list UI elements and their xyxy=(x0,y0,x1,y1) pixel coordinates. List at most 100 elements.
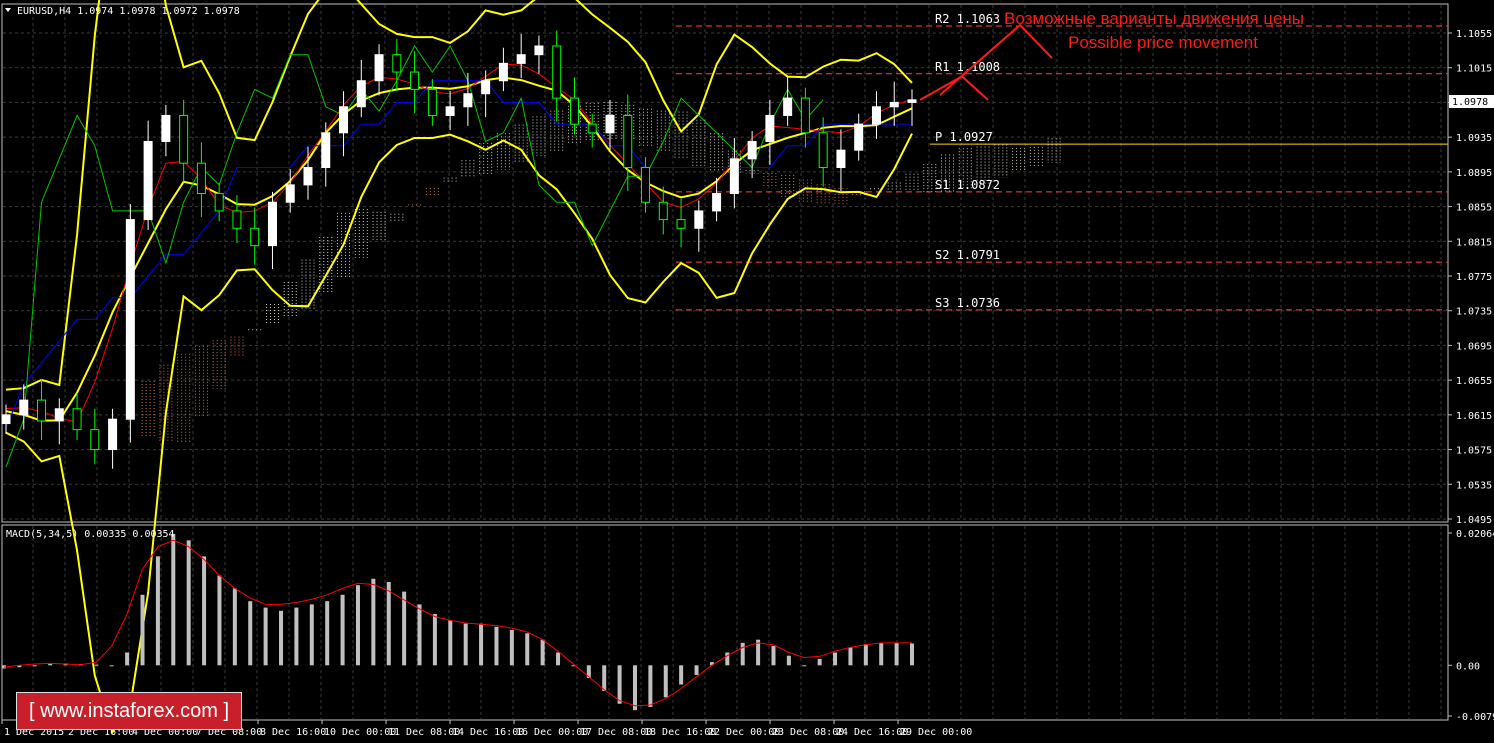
macd-bar xyxy=(217,575,222,666)
price-tick-label: 1.0655 xyxy=(1456,376,1492,387)
macd-bar xyxy=(540,639,545,666)
time-tick-label: 16 Dec 00:00 xyxy=(516,727,588,738)
candle-body xyxy=(427,88,437,116)
ichimoku-lines xyxy=(5,45,913,468)
candle-body xyxy=(250,227,260,247)
candle-body xyxy=(19,399,29,416)
macd-bar xyxy=(725,652,730,666)
macd-bar xyxy=(355,585,360,666)
pivot-label-r1: R1 1.1008 xyxy=(935,60,1000,74)
pivot-label-s2: S2 1.0791 xyxy=(935,248,1000,262)
candle-body xyxy=(214,193,224,212)
macd-bar xyxy=(509,630,514,666)
macd-bar xyxy=(833,652,838,666)
candle-body xyxy=(641,167,651,203)
ichimoku-chikou xyxy=(5,45,824,468)
price-tick-label: 1.1055 xyxy=(1456,29,1492,40)
macd-header: MACD(5,34,5) 0.00335 0.00354 xyxy=(6,529,175,540)
candle-body xyxy=(392,54,402,73)
candle-body xyxy=(747,140,757,160)
macd-bar xyxy=(417,604,422,666)
macd-bar xyxy=(817,658,822,666)
macd-bar xyxy=(910,643,914,666)
macd-bar xyxy=(571,665,576,667)
arrow-path-up xyxy=(939,23,1053,96)
price-tick-label: 1.0815 xyxy=(1456,237,1492,248)
price-tick-label: 1.0575 xyxy=(1456,446,1492,457)
instaforex-logo[interactable]: [ www.instaforex.com ] xyxy=(16,692,242,730)
macd-bar xyxy=(309,604,314,666)
macd-bar xyxy=(740,642,745,666)
macd-bar xyxy=(648,665,653,707)
bollinger-middle xyxy=(5,76,913,422)
ichimoku-tenkan xyxy=(5,63,913,423)
macd-bar xyxy=(848,647,853,666)
time-tick-label: 7 Dec 08:00 xyxy=(196,727,262,738)
macd-tick-label: -0.00791 xyxy=(1456,712,1494,723)
candle-body xyxy=(267,201,277,247)
candle-body xyxy=(818,132,828,169)
time-tick-label: 1 Dec 2015 xyxy=(4,727,64,738)
macd-bar xyxy=(279,610,284,666)
price-tick-label: 1.1015 xyxy=(1456,64,1492,75)
candle-body xyxy=(569,97,579,125)
price-tick-label: 1.0775 xyxy=(1456,272,1492,283)
bollinger-lower xyxy=(5,133,913,735)
macd-bar xyxy=(186,540,191,666)
price-tick-label: 1.0695 xyxy=(1456,341,1492,352)
candle-body xyxy=(72,408,82,431)
macd-bar xyxy=(694,665,699,675)
main-frame xyxy=(1,3,1449,523)
macd-bar xyxy=(263,607,268,666)
macd-bar xyxy=(448,620,453,666)
macd-tick-label: 0.00 xyxy=(1456,661,1480,672)
time-tick-label: 4 Dec 00:00 xyxy=(132,727,198,738)
candle-body xyxy=(889,101,899,108)
candle-body xyxy=(783,97,793,116)
time-tick-label: 22 Dec 00:00 xyxy=(708,727,780,738)
macd-bar xyxy=(171,533,176,666)
candle-body xyxy=(445,106,455,116)
price-tick-label: 1.0495 xyxy=(1456,515,1492,526)
macd-bar xyxy=(109,665,114,667)
candle-body xyxy=(463,93,473,108)
time-tick-label: 23 Dec 08:00 xyxy=(772,727,844,738)
pivot-label-s3: S3 1.0736 xyxy=(935,296,1000,310)
candle-body xyxy=(836,149,846,169)
menu-triangle-icon[interactable] xyxy=(5,8,11,12)
candle-body xyxy=(143,140,153,221)
candle-body xyxy=(765,114,775,142)
macd-bar xyxy=(202,556,207,666)
current-price-marker xyxy=(1449,95,1494,108)
time-tick-label: 18 Dec 16:00 xyxy=(644,727,716,738)
time-tick-label: 24 Dec 16:00 xyxy=(836,727,908,738)
chart-header: EURUSD,H4 1.0974 1.0978 1.0972 1.0978 xyxy=(17,6,240,17)
price-tick-label: 1.0535 xyxy=(1456,480,1492,491)
candle-body xyxy=(339,106,349,134)
pivot-label-r2: R2 1.1063 xyxy=(935,12,1000,26)
annotation-en: Possible price movement xyxy=(1068,33,1258,52)
macd-bar xyxy=(479,623,484,666)
candle-body xyxy=(729,158,739,195)
macd-bar xyxy=(248,601,253,666)
macd-signal-line xyxy=(3,539,912,707)
candle-body xyxy=(587,123,597,134)
macd-bar xyxy=(325,601,330,666)
pivot-label-s1: S1 1.0872 xyxy=(935,178,1000,192)
candle-body xyxy=(90,429,100,451)
time-tick-label: 11 Dec 08:00 xyxy=(388,727,460,738)
price-tick-label: 1.0895 xyxy=(1456,168,1492,179)
candle-body xyxy=(694,210,704,229)
time-tick-label: 8 Dec 16:00 xyxy=(260,727,326,738)
candle-body xyxy=(179,114,189,164)
candle-body xyxy=(534,45,544,56)
candle-body xyxy=(303,167,313,186)
macd-bar xyxy=(494,626,499,666)
candle-body xyxy=(907,99,917,103)
annotation-arrows xyxy=(919,23,1053,101)
time-tick-label: 29 Dec 00:00 xyxy=(900,727,972,738)
candle-body xyxy=(356,80,366,108)
price-tick-label: 1.0935 xyxy=(1456,133,1492,144)
candle-body xyxy=(676,219,686,229)
